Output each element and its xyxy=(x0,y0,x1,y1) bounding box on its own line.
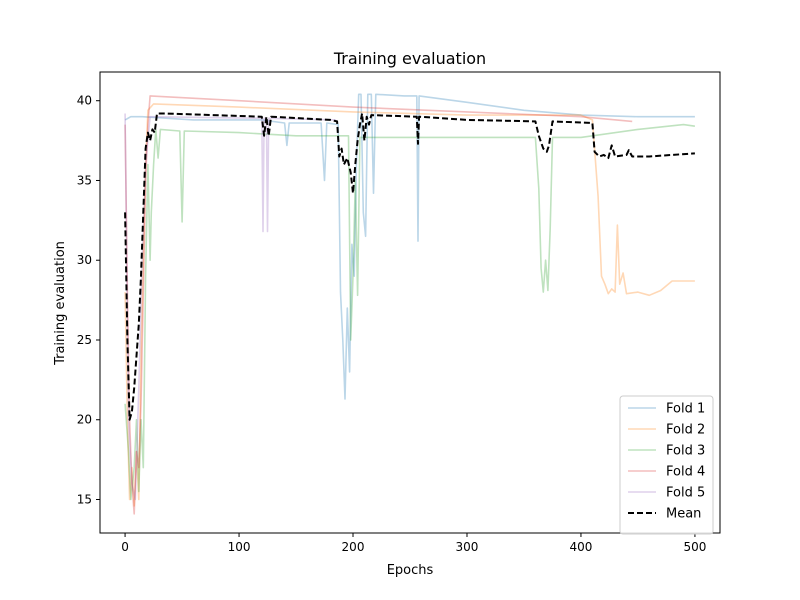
y-tick-label: 25 xyxy=(77,333,92,347)
y-axis-label: Training evaluation xyxy=(53,241,68,366)
legend: Fold 1 Fold 2 Fold 3 Fold 4 Fold 5 Mean xyxy=(619,395,714,535)
legend-label: Mean xyxy=(666,507,701,522)
x-axis-label: Epochs xyxy=(387,563,434,578)
y-tick-label: 40 xyxy=(77,94,92,108)
y-tick-label: 20 xyxy=(77,413,92,427)
series-line-fold-5 xyxy=(124,113,336,501)
x-tick-label: 0 xyxy=(121,540,129,554)
y-tick-label: 30 xyxy=(77,253,92,267)
x-tick-label: 100 xyxy=(228,540,251,554)
series-line-fold-4 xyxy=(124,95,633,515)
y-tick-label: 35 xyxy=(77,173,92,187)
legend-label: Fold 4 xyxy=(666,465,705,480)
x-tick-label: 300 xyxy=(456,540,479,554)
series-line-fold-3 xyxy=(124,123,696,501)
series-line-fold-1 xyxy=(124,93,695,400)
series-layer xyxy=(124,93,696,515)
legend-box xyxy=(619,395,714,535)
series-line-fold-2 xyxy=(124,103,695,507)
legend-label: Fold 5 xyxy=(666,486,705,501)
plot-frame xyxy=(99,71,721,534)
x-tick-label: 200 xyxy=(342,540,365,554)
axes-layer: 0 100 200 300 400 500 15 20 25 30 35 40 xyxy=(77,71,721,554)
legend-label: Fold 3 xyxy=(666,444,705,459)
chart-title: Training evaluation xyxy=(333,49,486,68)
legend-label: Fold 2 xyxy=(666,423,705,438)
y-tick-label: 15 xyxy=(77,493,92,507)
x-tick-label: 400 xyxy=(570,540,593,554)
legend-label: Fold 1 xyxy=(666,402,705,417)
x-tick-label: 500 xyxy=(683,540,706,554)
series-line-mean xyxy=(124,112,695,421)
